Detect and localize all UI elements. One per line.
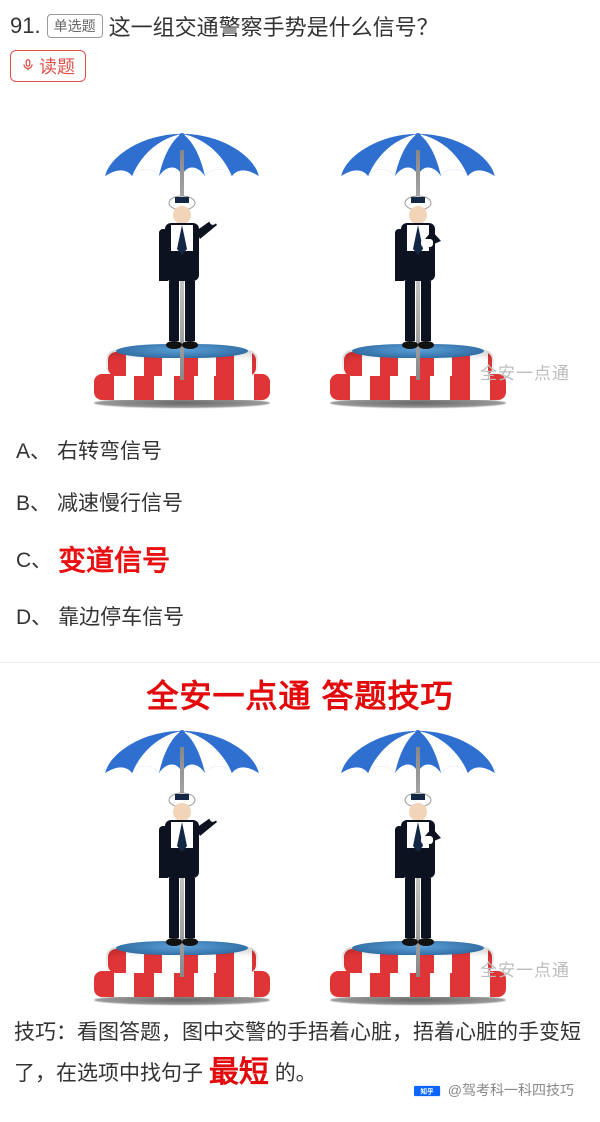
question-type-badge: 单选题 (47, 14, 103, 38)
options-list: A、 右转弯信号 B、 减速慢行信号 C、 变道信号 D、 靠边停车信号 (0, 412, 600, 662)
option-text: 减速慢行信号 (57, 487, 183, 517)
question-header: 91. 单选题 这一组交通警察手势是什么信号？ (0, 0, 600, 48)
zhihu-author: @驾考科一科四技巧 (448, 1080, 574, 1102)
option-text: 变道信号 (58, 539, 170, 579)
tip-keyword: 最短 (209, 1056, 269, 1089)
question-figure: 全安一点通 (0, 122, 600, 412)
officer-pose-a (77, 729, 287, 1009)
zhihu-attribution: 知乎 @驾考科一科四技巧 (414, 1080, 574, 1102)
option-a[interactable]: A、 右转弯信号 (16, 424, 584, 476)
tip-suffix: 的。 (275, 1062, 317, 1085)
option-letter: C、 (16, 544, 52, 574)
option-c[interactable]: C、 变道信号 (16, 528, 584, 590)
option-d[interactable]: D、 靠边停车信号 (16, 590, 584, 642)
tip-banner: 全安一点通 答题技巧 (0, 662, 600, 723)
option-text: 右转弯信号 (57, 435, 162, 465)
question-number: 91. (10, 13, 41, 39)
option-b[interactable]: B、 减速慢行信号 (16, 476, 584, 528)
option-letter: D、 (16, 601, 52, 631)
watermark-text: 全安一点通 (480, 359, 570, 384)
option-letter: B、 (16, 487, 51, 517)
option-letter: A、 (16, 435, 51, 465)
read-label: 读题 (39, 53, 75, 79)
tip-text: 技巧：看图答题，图中交警的手捂着心脏，捂着心脏的手变短了，在选项中找句子 最短 … (0, 1009, 600, 1122)
read-question-button[interactable]: 读题 (10, 50, 86, 82)
mic-icon (21, 56, 35, 77)
officer-pose-a (77, 132, 287, 412)
tip-figure: 全安一点通 (0, 729, 600, 1009)
zhihu-logo-icon: 知乎 (414, 1084, 442, 1098)
watermark-text: 全安一点通 (480, 956, 570, 981)
option-text: 靠边停车信号 (58, 601, 184, 631)
tip-title: 全安一点通 答题技巧 (0, 671, 600, 717)
question-text: 这一组交通警察手势是什么信号？ (109, 10, 439, 42)
